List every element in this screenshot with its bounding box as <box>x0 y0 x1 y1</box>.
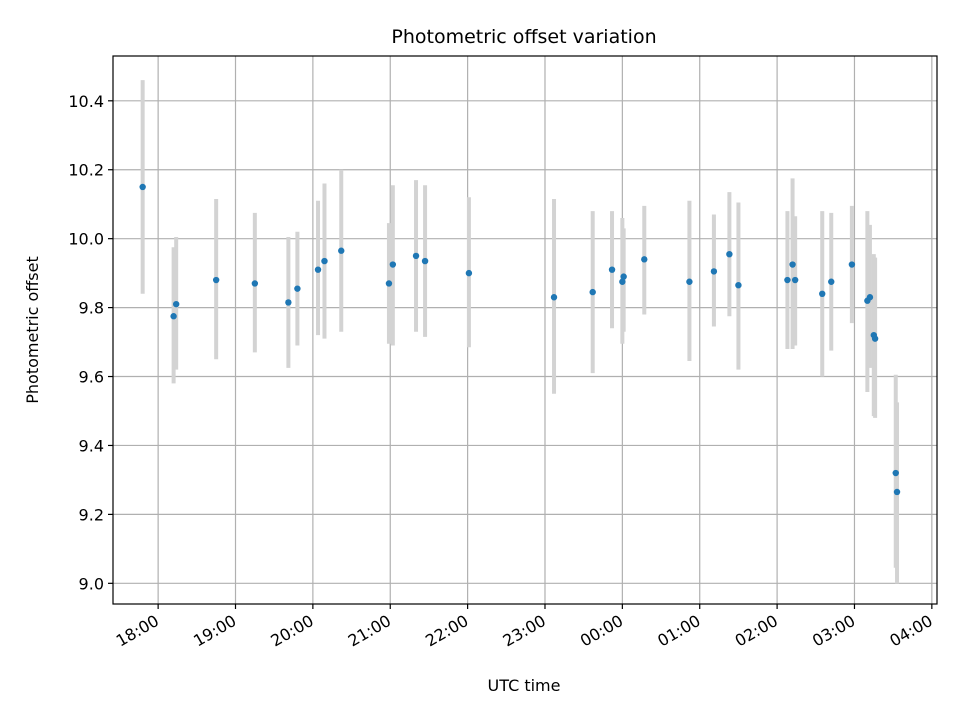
data-point <box>412 252 420 260</box>
x-tick-label: 18:00 <box>113 611 162 651</box>
data-point <box>389 261 397 268</box>
data-point <box>866 294 874 301</box>
data-point <box>212 276 220 284</box>
y-tick-label: 10.0 <box>68 230 104 249</box>
grid-lines <box>113 56 937 604</box>
data-point <box>828 278 835 285</box>
data-point <box>620 273 627 280</box>
data-point <box>314 266 322 273</box>
data-point <box>385 280 393 287</box>
data-points <box>139 183 901 496</box>
data-point <box>251 280 259 287</box>
data-point <box>170 313 177 320</box>
data-point <box>819 290 826 298</box>
x-tick-label: 03:00 <box>809 611 858 651</box>
data-point <box>608 266 616 273</box>
y-tick-label: 9.8 <box>79 299 104 318</box>
y-tick-label: 9.4 <box>79 436 104 455</box>
data-point <box>589 288 596 296</box>
x-tick-label: 04:00 <box>886 611 935 651</box>
data-point <box>338 247 345 254</box>
x-tick-label: 19:00 <box>190 611 239 651</box>
data-point <box>285 299 292 306</box>
axes-frame <box>112 55 938 605</box>
x-tick-label: 01:00 <box>654 611 703 651</box>
x-tick-label: 00:00 <box>577 611 626 651</box>
error-bars <box>140 80 900 584</box>
x-tick-label: 23:00 <box>500 611 549 651</box>
chart-title: Photometric offset variation <box>391 26 656 48</box>
data-point <box>294 285 301 292</box>
data-point <box>421 257 429 265</box>
data-point <box>726 250 733 258</box>
data-point <box>784 276 791 284</box>
data-point <box>686 278 693 285</box>
data-point <box>139 183 146 191</box>
data-point <box>789 261 796 268</box>
y-axis-ticks: 9.0 9.2 9.4 9.6 9.8 10.0 10.2 10.4 <box>68 92 113 593</box>
data-point <box>619 278 626 285</box>
x-axis-label: UTC time <box>488 676 561 695</box>
data-point <box>641 256 648 263</box>
data-point <box>172 300 180 308</box>
data-point <box>550 294 558 301</box>
data-point <box>893 488 901 496</box>
x-axis-ticks: 18:00 19:00 20:00 21:00 22:00 23:00 00:00 01:00… <box>113 604 936 651</box>
data-point <box>735 281 742 289</box>
y-axis-label: Photometric offset <box>23 256 42 404</box>
data-point <box>848 261 856 268</box>
x-tick-label: 02:00 <box>732 611 781 651</box>
data-point <box>321 257 328 265</box>
data-point <box>710 268 718 275</box>
data-point <box>791 276 799 284</box>
x-tick-label: 22:00 <box>422 611 471 651</box>
x-tick-label: 20:00 <box>267 611 316 651</box>
y-tick-label: 9.0 <box>79 574 104 593</box>
y-tick-label: 10.4 <box>68 92 104 111</box>
data-point <box>871 335 879 342</box>
data-point <box>465 269 473 277</box>
y-tick-label: 10.2 <box>68 161 104 180</box>
x-tick-label: 21:00 <box>345 611 394 651</box>
data-point <box>892 469 899 477</box>
y-tick-label: 9.2 <box>79 505 104 524</box>
y-tick-label: 9.6 <box>79 368 104 387</box>
